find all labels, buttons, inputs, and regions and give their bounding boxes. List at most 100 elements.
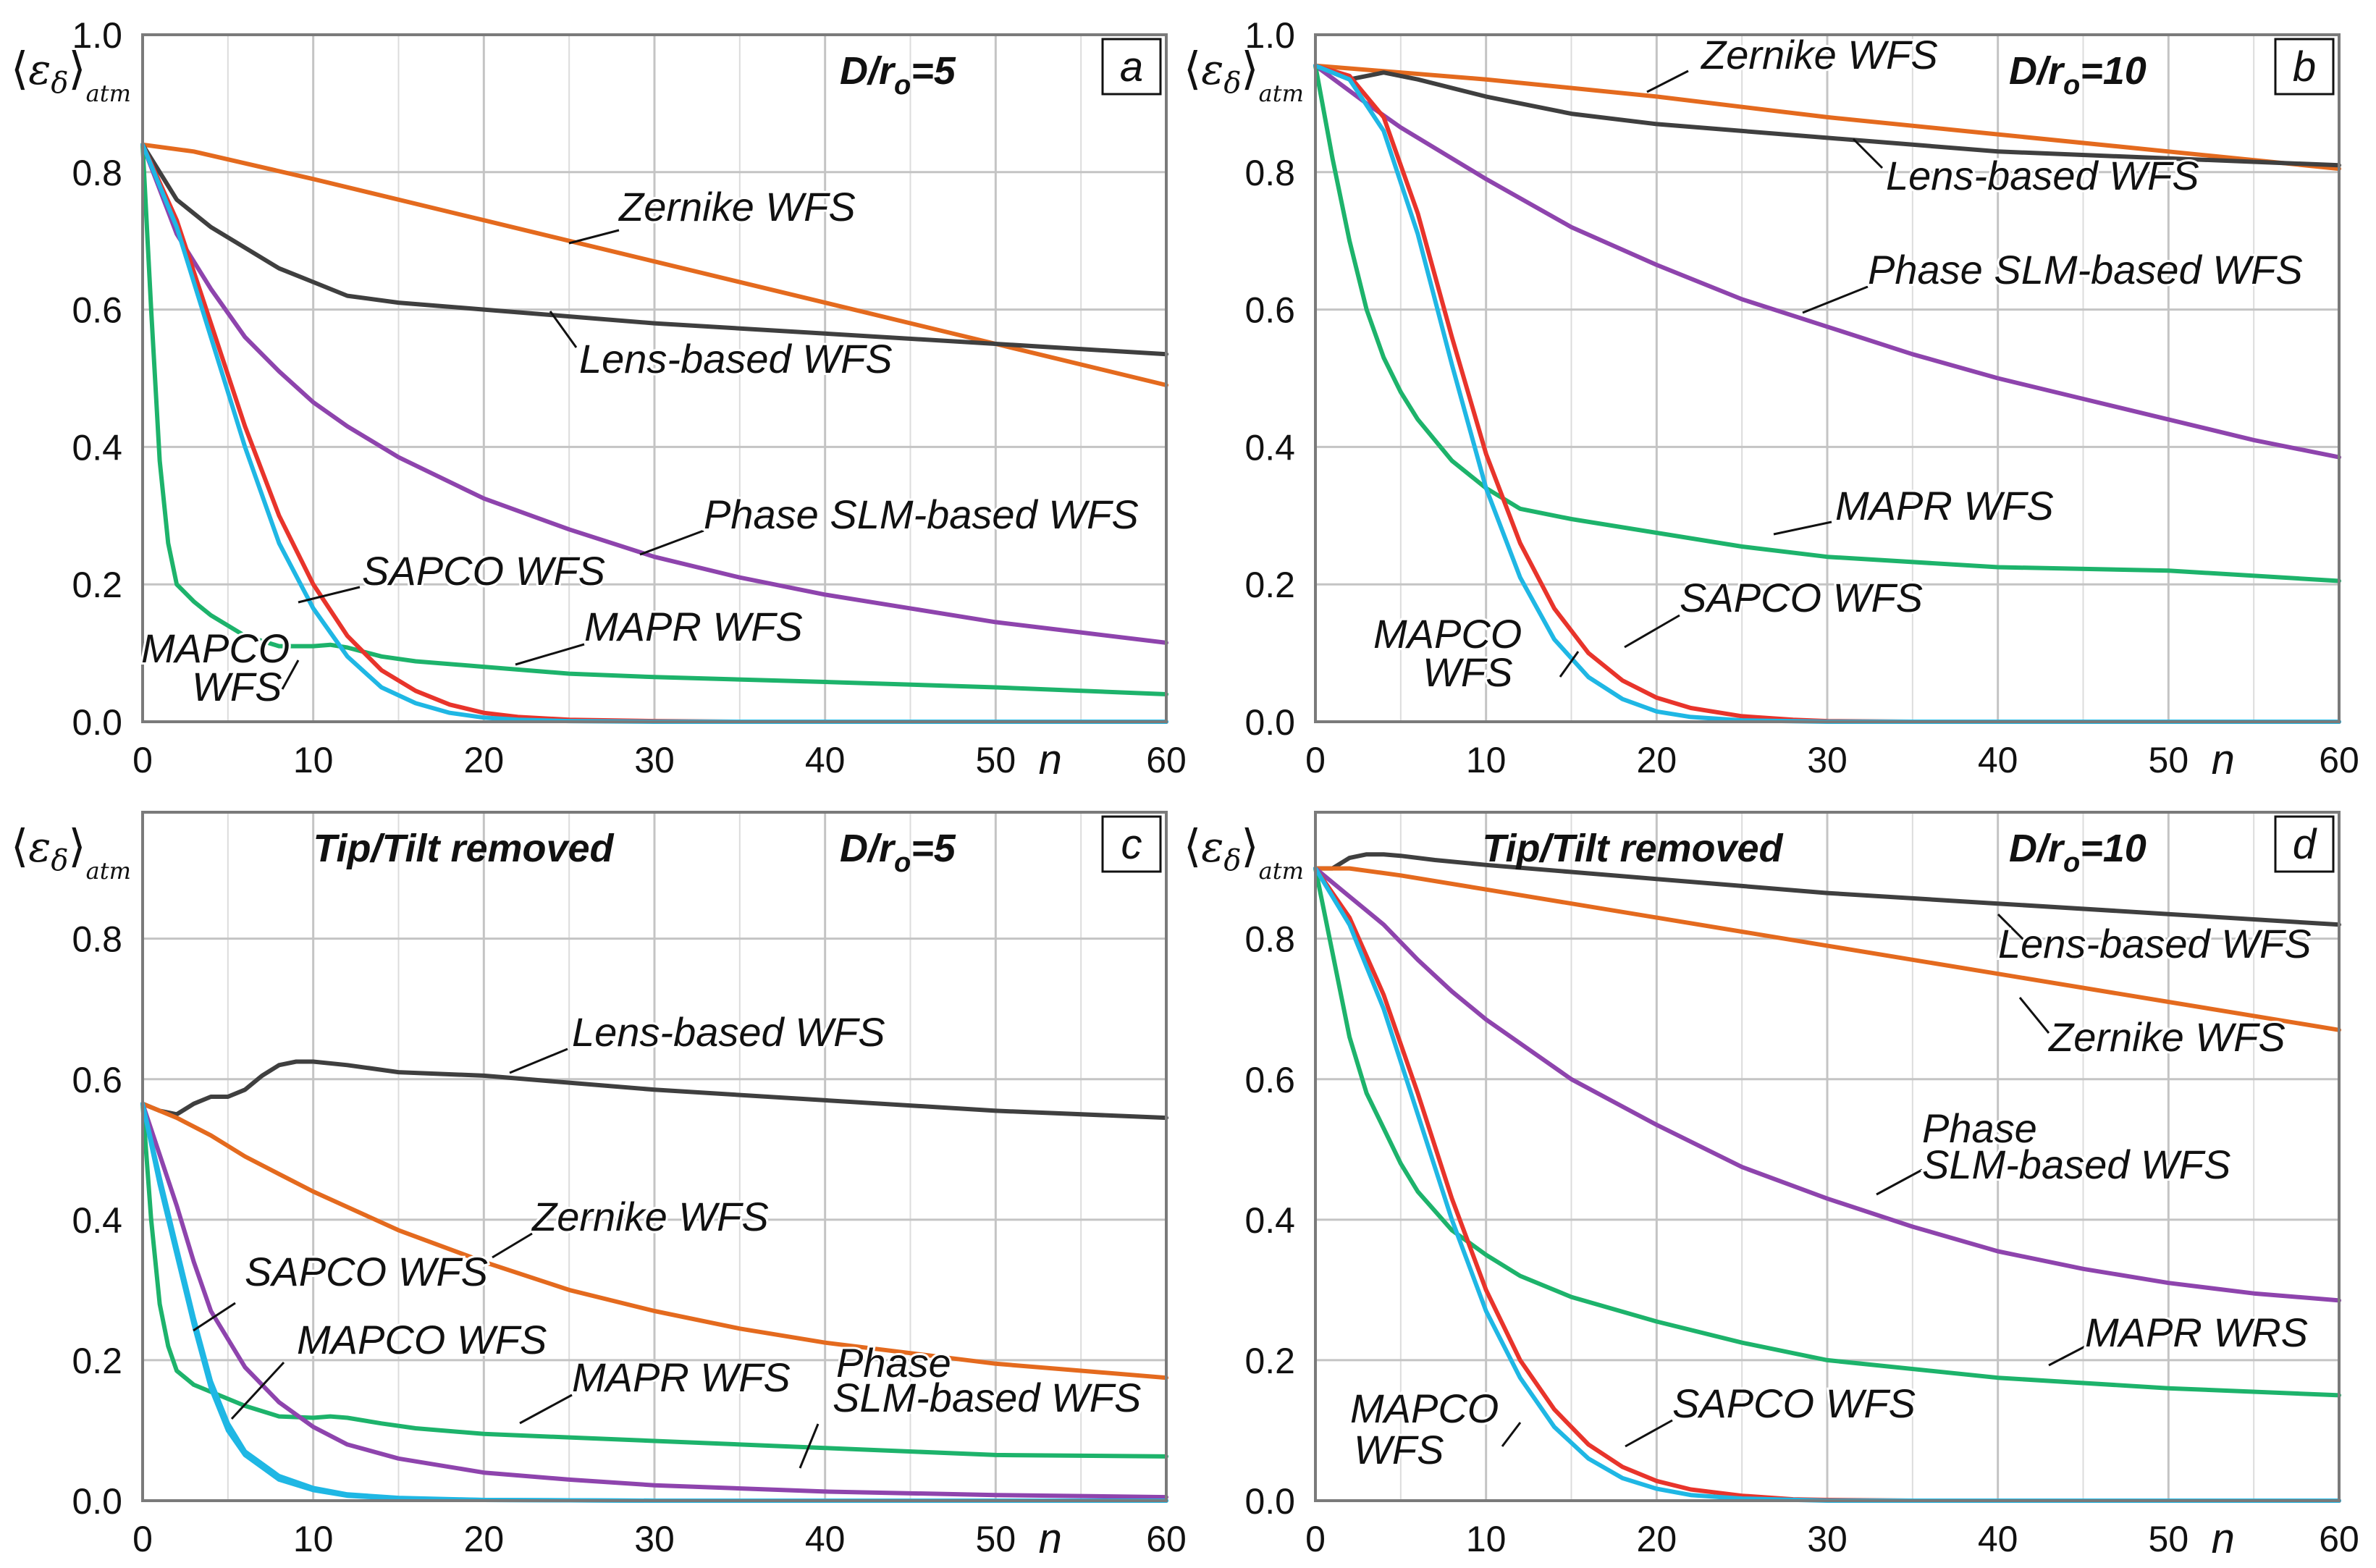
series-annotation: MAPCO <box>1373 611 1522 657</box>
x-tick-label: 10 <box>293 740 334 780</box>
x-tick-label: 30 <box>1807 1519 1848 1559</box>
annotation-leader <box>1559 651 1580 678</box>
annotation-leader <box>230 1361 285 1420</box>
condition-prefix: D/r <box>840 49 896 93</box>
x-tick-label: 10 <box>1466 740 1507 780</box>
y-tick-label: 0.6 <box>1244 1060 1295 1100</box>
y-axis-label-open: ⟨ <box>11 42 28 95</box>
annotation-leader <box>1624 614 1680 649</box>
series-line-lens-based-wfs: Lens-based WFS <box>140 142 1168 357</box>
annotation-leader <box>193 1302 236 1332</box>
condition-prefix: D/r <box>840 827 896 870</box>
series-annotation: Zernike WFS <box>2047 1014 2286 1060</box>
series-annotation: MAPR WFS <box>1835 483 2054 528</box>
series-annotation: Lens-based WFS <box>1886 153 2199 198</box>
series-annotation: Phase SLM-based WFS <box>704 492 1139 537</box>
condition-subscript: o <box>2063 70 2080 101</box>
x-tick-label: 50 <box>2149 1519 2189 1559</box>
y-axis-label-open: ⟨ <box>1184 42 1201 95</box>
x-axis-label: n <box>2212 1515 2235 1562</box>
series-line-zernike-wfs: Zernike WFS <box>1313 63 2341 172</box>
y-axis-label-sub: atm <box>86 80 131 107</box>
annotation-leader <box>281 659 300 690</box>
annotation-leader <box>799 1423 820 1469</box>
series-annotation: MAPR WRS <box>2085 1310 2308 1355</box>
series-line-phase-slm-based-wfs: Phase SLM-based WFS <box>1313 63 2341 460</box>
series-line-phase-slm-based-wfs: Phase SLM-based WFS <box>1313 866 2341 1303</box>
condition-suffix: =5 <box>911 49 956 93</box>
x-tick-label: 60 <box>1146 1519 1187 1559</box>
series-annotation: Zernike WFS <box>531 1194 769 1239</box>
panel-letter-box <box>2274 815 2335 873</box>
annotation-leader <box>1646 69 1689 93</box>
annotation-leader <box>492 1232 533 1259</box>
series-annotation: SAPCO WFS <box>1672 1381 1916 1426</box>
y-tick-label: 1.0 <box>72 15 122 56</box>
y-axis-label-eps: ε <box>1201 45 1223 94</box>
series-annotation: Phase SLM-based WFS <box>1868 247 2303 292</box>
y-tick-label: 0.8 <box>1244 153 1295 193</box>
x-tick-label: 20 <box>1637 1519 1677 1559</box>
y-tick-label: 0.2 <box>1244 1341 1295 1381</box>
plot-frame <box>1314 811 2341 1502</box>
series-annotation: Lens-based WFS <box>572 1009 885 1055</box>
x-tick-label: 40 <box>805 740 846 780</box>
y-tick-label: 0.4 <box>72 427 122 468</box>
series-line-phase-slm-based-wfs: Phase SLM-based WFS <box>140 1101 1168 1500</box>
annotation-leader <box>1997 913 2025 941</box>
annotation-leader <box>1773 520 1832 536</box>
condition-subscript: o <box>2063 848 2080 878</box>
x-axis-label: n <box>2212 736 2235 783</box>
x-tick-label: 10 <box>293 1519 334 1559</box>
panel-condition: D/ro=10 <box>2009 827 2147 878</box>
x-tick-label: 50 <box>2149 740 2189 780</box>
y-tick-label: 0.4 <box>72 1200 122 1241</box>
y-tick-label: 0.0 <box>72 1481 122 1522</box>
x-tick-label: 50 <box>976 740 1016 780</box>
y-tick-label: 1.0 <box>1244 15 1295 56</box>
y-tick-label: 0.6 <box>72 1060 122 1100</box>
x-tick-label: 30 <box>634 740 675 780</box>
x-tick-label: 40 <box>1978 1519 2018 1559</box>
series-line-zernike-wfs: Zernike WFS <box>1313 866 2341 1032</box>
condition-subscript: o <box>894 848 911 878</box>
y-tick-label: 0.4 <box>1244 427 1295 468</box>
series-line-lens-based-wfs: Lens-based WFS <box>1313 63 2341 168</box>
x-tick-label: 20 <box>464 740 505 780</box>
panel-condition: D/ro=10 <box>2009 49 2147 101</box>
series-line-zernike-wfs: Zernike WFS <box>140 1101 1168 1381</box>
condition-prefix: D/r <box>2009 827 2065 870</box>
y-axis-label-sub: atm <box>86 857 131 885</box>
panel-letter: d <box>2293 821 2317 868</box>
series-annotation: WFS <box>1354 1427 1444 1472</box>
series-line-mapr-wfs: MAPR WFS <box>1313 866 2341 1398</box>
series-line-phase-slm-based-wfs: Phase SLM-based WFS <box>140 142 1168 645</box>
series-annotation: Zernike WFS <box>618 184 856 229</box>
annotation-leader <box>2048 1345 2086 1367</box>
annotation-leader <box>1625 1419 1673 1448</box>
annotation-leader <box>549 311 578 348</box>
y-tick-label: 0.6 <box>72 290 122 331</box>
y-axis-label-sub: atm <box>1259 857 1304 885</box>
annotation-leader <box>1802 285 1869 314</box>
condition-suffix: =10 <box>2080 827 2147 870</box>
y-axis-label-open: ⟨ <box>1184 819 1201 872</box>
y-axis-label-delta: δ <box>1223 844 1241 877</box>
panel-letter: c <box>1121 821 1142 868</box>
x-tick-label: 0 <box>132 1519 153 1559</box>
x-tick-label: 10 <box>1466 1519 1507 1559</box>
y-axis-label: ⟨εδ⟩atm <box>1184 42 1304 107</box>
y-axis-label-close: ⟩ <box>1241 42 1258 95</box>
series-annotation: Lens-based WFS <box>1998 921 2312 966</box>
series-annotation: Phase <box>1922 1105 2037 1151</box>
plot-frame <box>141 811 1168 1502</box>
series-line-mapco-wfs: MAPCO WFS <box>1313 63 2341 724</box>
y-axis-label-close: ⟩ <box>68 42 85 95</box>
x-tick-label: 60 <box>2319 1519 2359 1559</box>
x-axis-label: n <box>1039 736 1062 783</box>
series-annotation: WFS <box>192 664 282 709</box>
x-tick-label: 30 <box>1807 740 1848 780</box>
series-annotation: SAPCO WFS <box>1680 575 1923 620</box>
